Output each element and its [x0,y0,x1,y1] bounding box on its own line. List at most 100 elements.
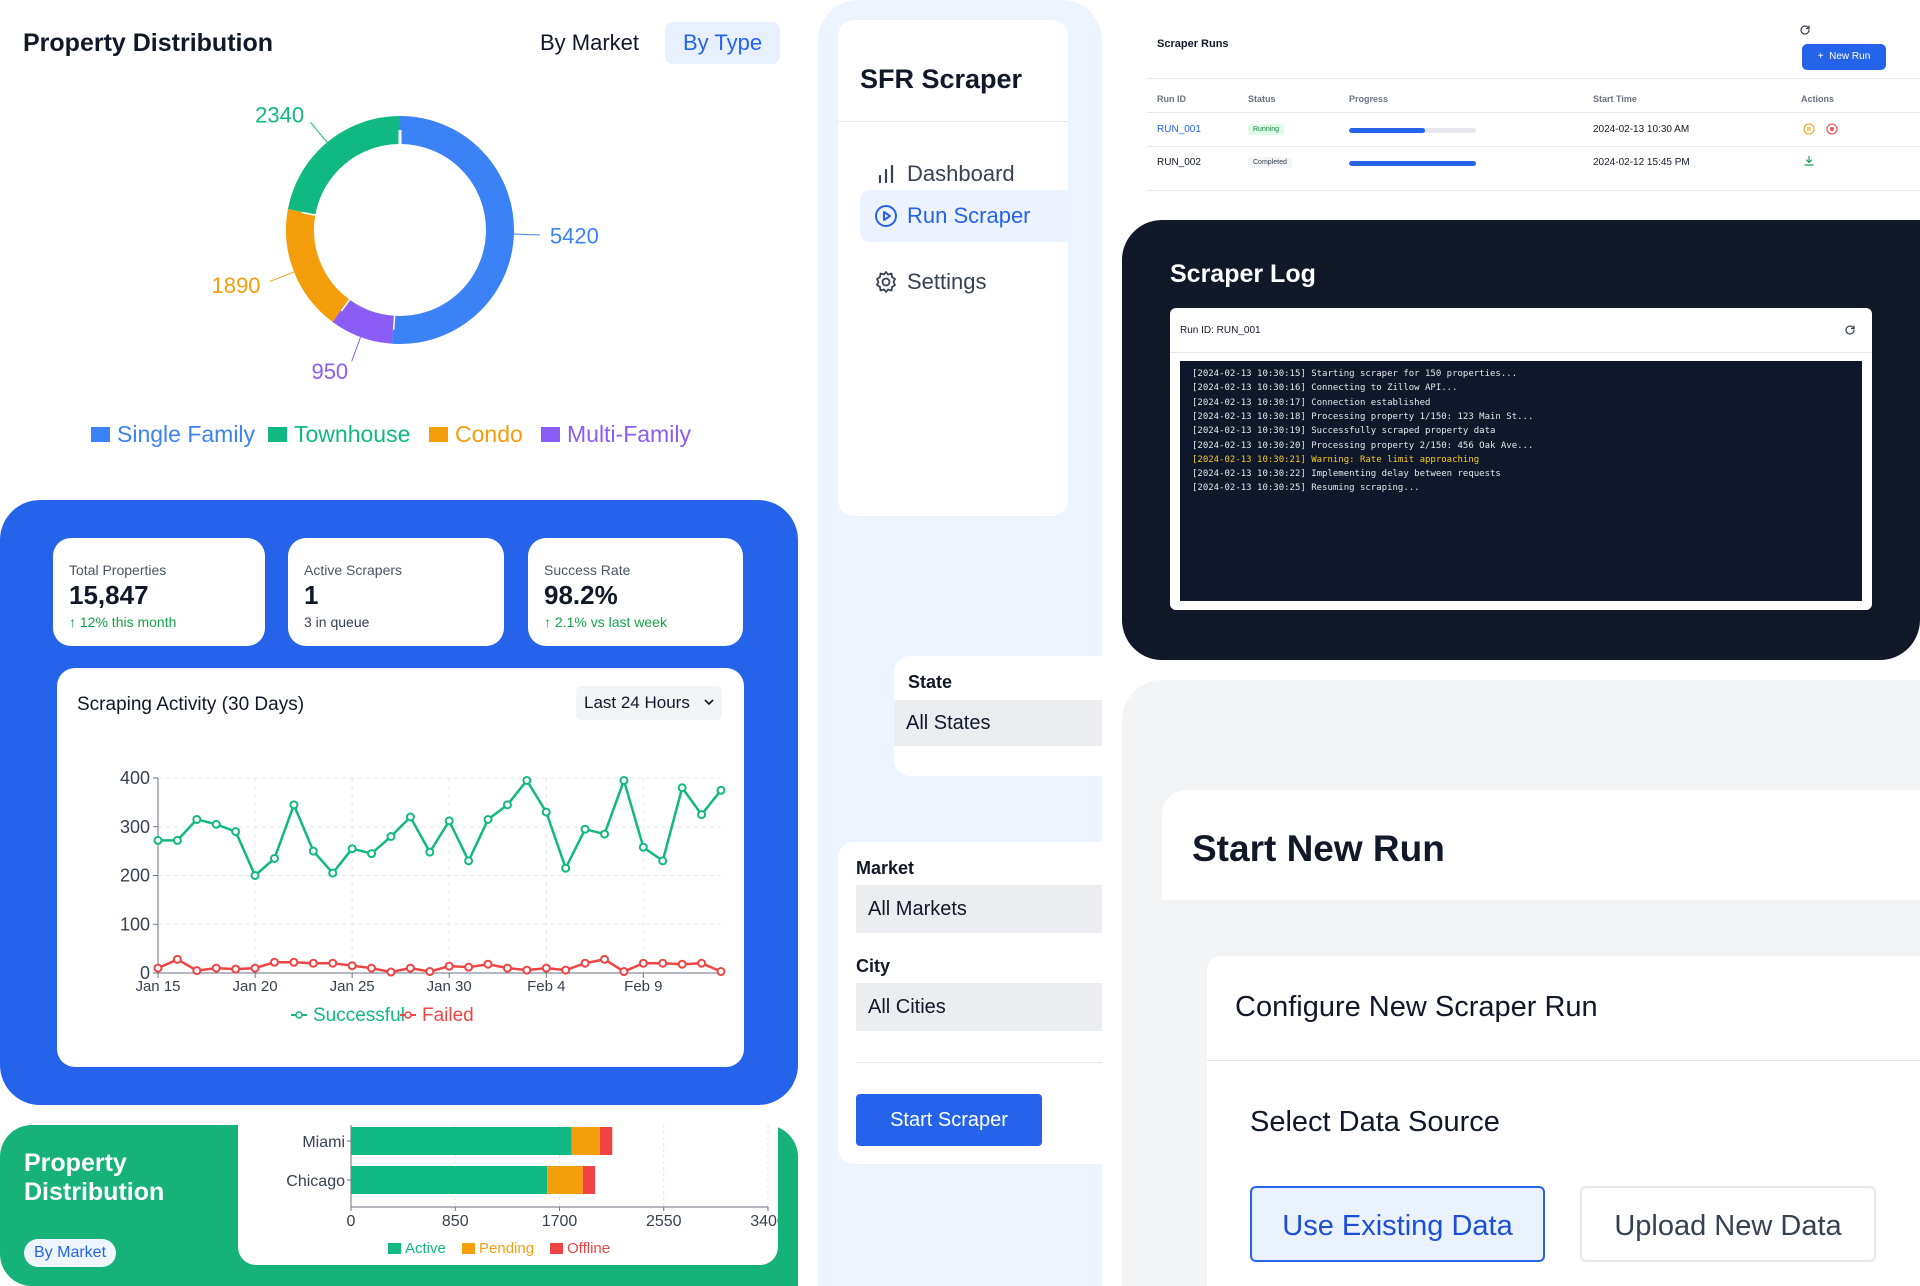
progress-bar [1349,128,1476,133]
x-tick-label: Jan 20 [233,978,278,995]
by-market-toggle[interactable]: By Market [540,30,640,55]
data-point [231,964,241,974]
data-point [638,842,648,852]
by-market-pill[interactable]: By Market [24,1239,117,1267]
x-tick-label: 1700 [542,1213,578,1230]
data-label: 5420 [550,223,599,248]
download-icon[interactable] [1803,155,1815,167]
log-terminal: [2024-02-13 10:30:15] Starting scraper f… [1180,361,1862,601]
data-point [308,846,318,856]
start-new-run-panel: Start New Run Configure New Scraper Run … [1122,680,1920,1286]
label-leader [351,336,362,362]
data-point [658,958,668,968]
panel-title-line2: Distribution [24,1178,165,1206]
data-point [328,958,338,968]
donut-slice-townhouse [287,116,401,215]
bar-chart-card: 0 850 1700 2550 3400 Miami Chicago Active Pendin… [238,1125,778,1265]
data-point [153,963,163,973]
range-select[interactable]: Last 24 Hours [576,686,722,720]
label-leader [513,233,540,236]
run-id[interactable]: RUN_002 [1157,157,1201,168]
data-point [308,958,318,968]
state-select-value: All States [906,712,991,734]
sidebar-item-run-scraper[interactable]: Run Scraper [860,190,1068,242]
log-line: [2024-02-13 10:30:19] Successfully scrap… [1192,426,1496,437]
refresh-icon[interactable] [1844,324,1856,336]
stat-value: 1 [304,580,319,610]
data-point [405,812,415,822]
column-header: Status [1248,94,1276,104]
gear-icon [876,271,896,293]
refresh-icon[interactable] [1799,24,1811,36]
data-point [192,814,202,824]
x-tick-label: 3400 [750,1213,778,1230]
market-select[interactable]: All Markets [856,885,1102,933]
legend-swatch [429,427,448,442]
data-point [289,800,299,810]
panel-title-line1: Property [24,1149,127,1177]
use-existing-data-button[interactable]: Use Existing Data [1250,1186,1545,1262]
state-select[interactable]: All States [894,700,1102,746]
data-point [231,827,241,837]
stat-card-success-rate: Success Rate 98.2% ↑ 2.1% vs last week [528,538,743,646]
start-scraper-button[interactable]: Start Scraper [856,1094,1042,1146]
activity-line-chart: 0 100 200 300 400 Jan 15 Jan 20 Jan 25 Jan 30 Feb… [120,768,726,1026]
city-select[interactable]: All Cities [856,983,1102,1031]
stop-icon[interactable] [1826,123,1838,135]
upload-new-data-button[interactable]: Upload New Data [1580,1186,1876,1262]
data-point [289,957,299,967]
new-run-body: Configure New Scraper Run Select Data So… [1162,900,1920,1286]
city-select-value: All Cities [868,996,946,1018]
legend-label: Condo [455,421,523,447]
bar-segment-pending [547,1166,583,1194]
stat-change: ↑ 12% this month [69,614,177,630]
y-tick-label: 100 [120,914,150,934]
by-type-toggle[interactable]: By Type [665,22,781,64]
stat-label: Total Properties [69,562,167,578]
chevron-down-icon [704,699,714,706]
market-bar-chart: 0 850 1700 2550 3400 Miami Chicago Active Pendin… [286,1125,778,1257]
legend-swatch [91,427,110,442]
market-select-value: All Markets [868,898,967,920]
stat-card-active-scrapers: Active Scrapers 1 3 in queue [288,538,504,646]
sidebar-item-dashboard[interactable]: Dashboard [860,148,1068,200]
data-point [580,824,590,834]
data-point [211,963,221,973]
legend-swatch [462,1243,475,1254]
x-tick-label: Jan 30 [427,978,472,995]
chart-title: Scraping Activity (30 Days) [77,694,305,715]
legend-label: Pending [479,1240,534,1257]
x-tick-label: 0 [347,1213,356,1230]
run-id-link[interactable]: RUN_001 [1157,124,1201,135]
sidebar-item-label: Dashboard [907,161,1015,186]
sidebar-item-label: Settings [907,269,987,294]
start-time: 2024-02-13 10:30 AM [1593,124,1690,135]
stat-value: 15,847 [69,580,149,610]
data-point [347,961,357,971]
data-point [153,835,163,845]
pause-icon[interactable] [1803,123,1815,135]
new-run-card: Start New Run Configure New Scraper Run … [1162,790,1920,1286]
data-point [405,963,415,973]
series-line-failed [157,957,722,974]
data-point [658,856,668,866]
legend-label: Failed [422,1005,474,1026]
panel-title: Property Distribution [24,1149,164,1207]
data-point [367,849,377,859]
sidebar-item-label: Run Scraper [907,203,1031,228]
new-run-button[interactable]: + New Run [1802,44,1886,70]
new-run-label: New Run [1829,51,1871,62]
legend-label: Multi-Family [567,421,691,447]
runs-title: Scraper Runs [1157,38,1229,50]
sidebar-item-settings[interactable]: Settings [860,256,1068,308]
data-point [483,959,493,969]
slice-separator [391,229,402,330]
data-point [541,807,551,817]
data-point [677,783,687,793]
data-point [561,863,571,873]
data-point [697,958,707,968]
column-header: Progress [1349,94,1389,104]
y-tick-label: 400 [120,768,150,788]
log-line: [2024-02-13 10:30:18] Processing propert… [1192,411,1534,422]
data-point [483,814,493,824]
